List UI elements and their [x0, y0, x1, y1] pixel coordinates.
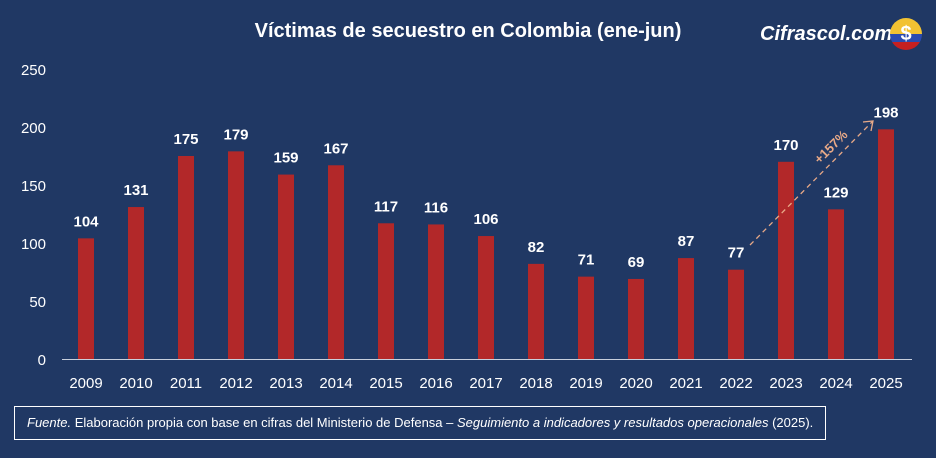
x-tick-label: 2017 — [469, 375, 502, 392]
bar — [378, 223, 394, 359]
bar-chart: 0 50 100 150 200 250 104 2009 131 2010 175 2011 179 2… — [21, 62, 912, 392]
data-label: 82 — [528, 239, 545, 256]
x-tick-label: 2016 — [419, 375, 452, 392]
data-label: 104 — [73, 213, 99, 230]
data-label: 117 — [374, 198, 398, 215]
arrow-head-icon — [862, 120, 874, 132]
bar — [678, 258, 694, 359]
bar — [528, 263, 544, 359]
x-tick-label: 2023 — [769, 375, 802, 392]
growth-arrow-line — [749, 120, 874, 246]
x-tick-label: 2018 — [519, 375, 552, 392]
bar — [878, 129, 894, 359]
data-label: 69 — [628, 254, 645, 271]
x-tick-label: 2019 — [569, 375, 602, 392]
data-label: 87 — [678, 233, 695, 250]
x-tick-label: 2015 — [369, 375, 402, 392]
x-tick-label: 2011 — [170, 375, 202, 392]
bar — [478, 236, 494, 359]
data-label: 170 — [773, 137, 798, 154]
data-label: 159 — [273, 150, 298, 167]
x-tick-label: 2012 — [219, 375, 252, 392]
bar — [778, 161, 794, 359]
growth-annotation: +157% — [811, 127, 851, 167]
bar — [728, 269, 744, 359]
bar — [128, 207, 144, 359]
data-label: 106 — [473, 211, 498, 228]
x-tick-label: 2024 — [819, 375, 852, 392]
x-tick-label: 2014 — [319, 375, 352, 392]
bar — [628, 278, 644, 359]
y-tick-label: 100 — [21, 236, 46, 253]
source-text: Elaboración propia con base en cifras de… — [71, 415, 457, 430]
colombia-flag-dollar-icon: $ — [890, 18, 922, 50]
bar — [278, 174, 294, 359]
y-tick-label: 200 — [21, 120, 46, 137]
brand-logo: Cifrascol.com — [760, 23, 893, 45]
bar — [228, 151, 244, 359]
x-tick-label: 2009 — [69, 375, 102, 392]
x-tick-label: 2010 — [119, 375, 152, 392]
y-tick-label: 150 — [21, 178, 46, 195]
source-year: (2025). — [768, 415, 814, 430]
source-note: Fuente. Elaboración propia con base en c… — [14, 406, 827, 440]
y-tick-label: 0 — [38, 352, 46, 369]
data-label: 71 — [578, 252, 595, 269]
chart-title: Víctimas de secuestro en Colombia (ene-j… — [254, 20, 682, 42]
source-lead: Fuente. — [27, 415, 72, 430]
data-label: 77 — [728, 245, 745, 262]
data-label: 167 — [323, 140, 348, 157]
x-tick-label: 2025 — [869, 375, 902, 392]
source-title: Seguimiento a indicadores y resultados o… — [456, 415, 769, 430]
data-label: 131 — [123, 182, 148, 199]
bar — [78, 238, 94, 359]
bar — [828, 209, 844, 359]
bar — [578, 276, 594, 359]
x-tick-label: 2020 — [619, 375, 652, 392]
bar — [328, 165, 344, 359]
y-tick-label: 250 — [21, 62, 46, 79]
x-tick-label: 2021 — [669, 375, 702, 392]
data-label: 116 — [424, 199, 448, 216]
bar — [428, 224, 444, 359]
data-label: 129 — [823, 184, 848, 201]
x-tick-label: 2013 — [269, 375, 302, 392]
y-tick-label: 50 — [29, 294, 46, 311]
data-label: 198 — [873, 104, 898, 121]
data-label: 179 — [223, 126, 248, 143]
bar — [178, 156, 194, 359]
data-label: 175 — [173, 131, 198, 148]
x-tick-label: 2022 — [719, 375, 752, 392]
